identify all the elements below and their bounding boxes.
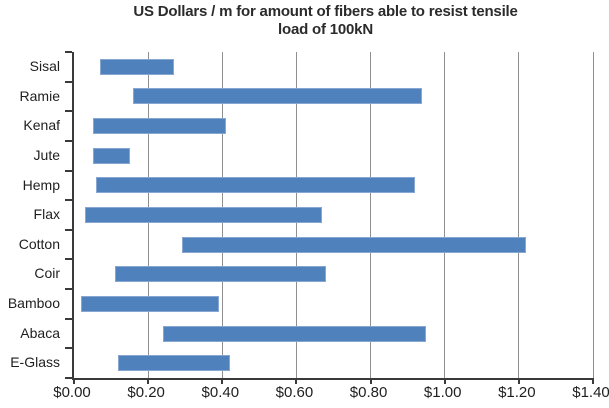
y-axis-tick: [65, 51, 72, 53]
chart-title-line-2: load of 100kN: [278, 21, 373, 38]
x-axis-tick-label: $1.20: [498, 384, 536, 401]
y-axis-labels: Sisal Ramie Kenaf Jute Hemp Flax Cotton Coir Bam…: [0, 52, 62, 378]
y-axis-label-coir: Coir: [34, 265, 60, 282]
x-axis-tick: [369, 378, 372, 384]
bar-kenaf: [92, 118, 226, 135]
y-axis-label-jute: Jute: [33, 146, 60, 163]
y-axis-tick: [65, 110, 72, 113]
y-axis-tick: [65, 347, 72, 350]
bar-bamboo: [81, 295, 219, 312]
y-axis-tick: [65, 80, 72, 83]
bar-hemp: [96, 177, 416, 194]
y-axis-label-kenaf: Kenaf: [23, 117, 60, 134]
gridline: [370, 52, 372, 378]
bar-flax: [85, 207, 323, 223]
bar-e-glass: [118, 355, 230, 372]
x-axis-tick: [517, 378, 520, 384]
gridline: [444, 52, 446, 378]
chart-title: US Dollars / m for amount of fibers able…: [60, 3, 591, 39]
y-axis-tick: [65, 288, 72, 291]
plot-area: [65, 51, 594, 384]
y-axis-label-abaca: Abaca: [20, 324, 60, 341]
y-axis-tick: [65, 199, 72, 202]
x-axis-tick-label: $0.80: [349, 384, 388, 401]
bar-sisal: [99, 58, 175, 75]
y-axis-label-ramie: Ramie: [19, 87, 60, 104]
x-axis-tick-label: $0.40: [201, 384, 240, 401]
bar-ramie: [133, 88, 423, 105]
chart-title-line-1: US Dollars / m for amount of fibers able…: [133, 3, 518, 20]
x-axis-tick: [295, 378, 298, 384]
bar-abaca: [162, 325, 427, 342]
y-axis-label-hemp: Hemp: [22, 176, 60, 193]
bar-jute: [92, 147, 130, 164]
y-axis-label-flax: Flax: [33, 206, 60, 223]
gridline: [518, 52, 520, 378]
x-axis-tick: [592, 378, 594, 384]
y-axis-label-e-glass: E-Glass: [10, 354, 60, 371]
y-axis-label-bamboo: Bamboo: [7, 295, 60, 312]
x-axis-tick: [73, 378, 75, 384]
y-axis-tick: [65, 317, 72, 320]
x-axis-tick-label: $0.60: [275, 384, 314, 401]
x-axis-tick-label: $1.40: [572, 384, 609, 401]
gridline: [592, 52, 594, 378]
x-axis-tick-label: $0.20: [127, 384, 165, 401]
y-axis-tick: [65, 169, 72, 172]
y-axis-tick: [65, 258, 72, 261]
y-axis-label-sisal: Sisal: [29, 58, 60, 74]
bar-cotton: [181, 236, 527, 253]
y-axis-label-cotton: Cotton: [18, 235, 60, 252]
x-axis-tick: [147, 378, 150, 384]
x-axis-tick: [443, 378, 446, 384]
y-axis-tick: [65, 139, 72, 142]
x-axis-labels: $0.00 $0.20 $0.40 $0.60 $0.80 $1.00 $1.20 $1.40: [53, 384, 609, 404]
bar-coir: [114, 266, 327, 283]
y-axis-tick: [65, 377, 72, 379]
x-axis-tick-label: $1.00: [423, 384, 462, 401]
x-axis-tick: [221, 378, 224, 384]
x-axis-tick-label: $0.00: [53, 384, 91, 401]
y-axis-tick: [65, 228, 72, 231]
